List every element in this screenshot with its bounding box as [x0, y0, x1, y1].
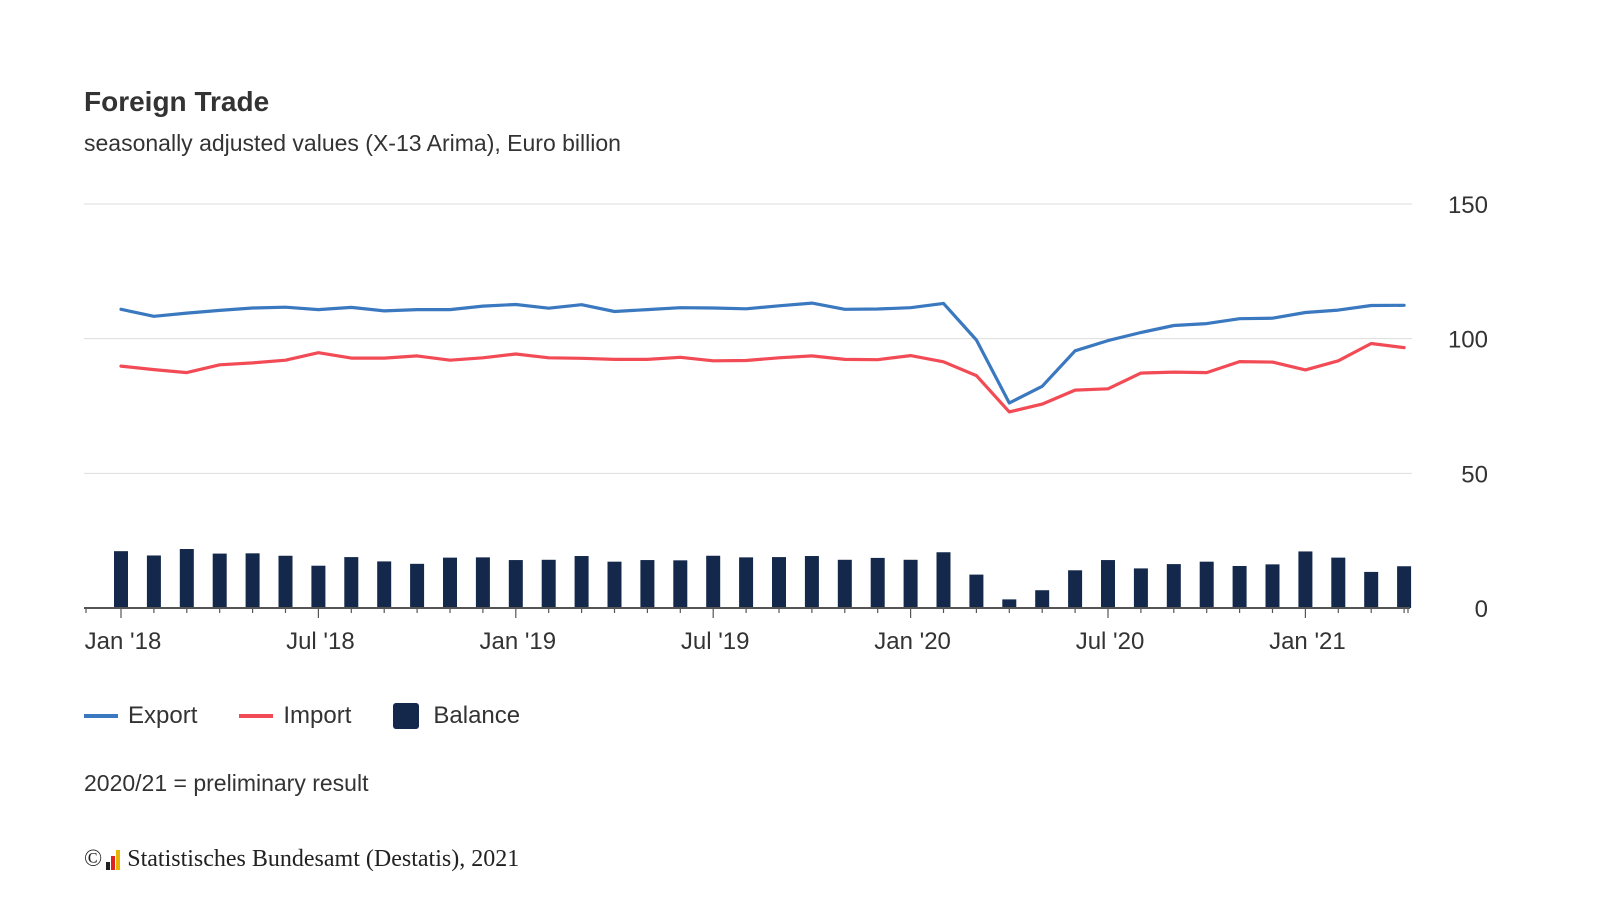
balance-bar-5 — [278, 555, 293, 608]
x-tick-label-18: Jul '19 — [681, 628, 750, 655]
export-line — [119, 301, 1406, 405]
balance-bar-32 — [1166, 564, 1181, 608]
chart-title: Foreign Trade — [84, 86, 270, 117]
balance-bar-12 — [508, 560, 523, 608]
balance-bar-1 — [146, 555, 161, 608]
x-tick-label-0: Jan '18 — [85, 628, 162, 655]
footnote: 2020/21 = preliminary result — [84, 770, 369, 796]
balance-bar-14 — [574, 556, 589, 608]
balance-bar-38 — [1364, 571, 1379, 608]
x-tick-label-12: Jan '19 — [479, 628, 556, 655]
balance-bar-8 — [377, 561, 392, 608]
destatis-logo-icon — [106, 849, 121, 870]
legend-item-export[interactable]: Export — [84, 702, 197, 730]
copyright-text: Statistisches Bundesamt (Destatis), 2021 — [127, 846, 520, 872]
balance-bar-24 — [903, 559, 918, 608]
balance-bar-16 — [640, 560, 655, 608]
y-tick-label-0: 0 — [1475, 596, 1488, 623]
balance-bar-33 — [1199, 561, 1214, 608]
balance-bar-30 — [1101, 560, 1115, 608]
balance-bar-31 — [1133, 568, 1148, 608]
balance-bar-39 — [1397, 566, 1412, 608]
x-tick-label-6: Jul '18 — [286, 628, 355, 655]
balance-bar-15 — [607, 561, 622, 608]
legend-label-balance: Balance — [433, 702, 521, 729]
copyright-symbol: © — [84, 846, 103, 872]
x-tick-label-36: Jan '21 — [1269, 628, 1346, 655]
series-lines — [119, 301, 1406, 414]
balance-bar-29 — [1068, 570, 1083, 608]
y-tick-label-150: 150 — [1448, 192, 1488, 219]
chart-subtitle: seasonally adjusted values (X-13 Arima),… — [84, 130, 621, 156]
legend-item-balance[interactable]: Balance — [393, 702, 520, 730]
balance-bar-4 — [245, 553, 260, 608]
legend-label-export: Export — [128, 702, 198, 729]
balance-bar-20 — [772, 557, 786, 608]
balance-bar-17 — [673, 560, 688, 608]
grid-lines — [84, 203, 1412, 474]
balance-bar-23 — [870, 557, 885, 608]
balance-bar-26 — [969, 574, 984, 608]
balance-bar-35 — [1265, 564, 1280, 608]
balance-bar-27 — [1002, 599, 1017, 608]
balance-bar-0 — [114, 551, 128, 608]
copyright-line: © Statistisches Bundesamt (Destatis), 20… — [84, 846, 519, 873]
export-line-swatch-icon — [84, 714, 118, 718]
balance-bar-19 — [739, 557, 754, 608]
balance-bar-21 — [804, 556, 819, 608]
balance-bar-11 — [475, 557, 490, 608]
balance-bar-3 — [212, 553, 227, 608]
x-tick-label-30: Jul '20 — [1076, 628, 1145, 655]
balance-bar-36 — [1298, 551, 1313, 608]
balance-bar-10 — [443, 557, 457, 608]
balance-bar-13 — [541, 559, 556, 608]
balance-bar-18 — [706, 555, 721, 608]
balance-bar-28 — [1035, 590, 1050, 608]
legend: Export Import Balance — [84, 702, 562, 730]
legend-label-import: Import — [283, 702, 352, 729]
balance-bar-37 — [1331, 557, 1346, 608]
import-line-swatch-icon — [239, 714, 274, 718]
x-axis — [84, 607, 1410, 618]
balance-bars — [114, 549, 1412, 608]
balance-bar-22 — [837, 559, 852, 608]
balance-bar-2 — [179, 549, 194, 608]
balance-box-swatch-icon — [393, 703, 420, 729]
balance-bar-34 — [1232, 565, 1247, 608]
import-line — [119, 341, 1406, 414]
balance-bar-6 — [311, 565, 326, 608]
balance-bar-7 — [344, 557, 359, 608]
balance-bar-25 — [936, 552, 951, 608]
tick-labels: 0 50 100 150 Jan '18 Jul '18 Jan '19 Jul '19 Jan… — [85, 192, 1488, 655]
balance-bar-9 — [410, 563, 425, 608]
y-tick-label-100: 100 — [1448, 327, 1488, 354]
x-tick-label-24: Jan '20 — [874, 628, 951, 655]
y-tick-label-50: 50 — [1461, 461, 1488, 488]
legend-item-import[interactable]: Import — [239, 702, 351, 730]
